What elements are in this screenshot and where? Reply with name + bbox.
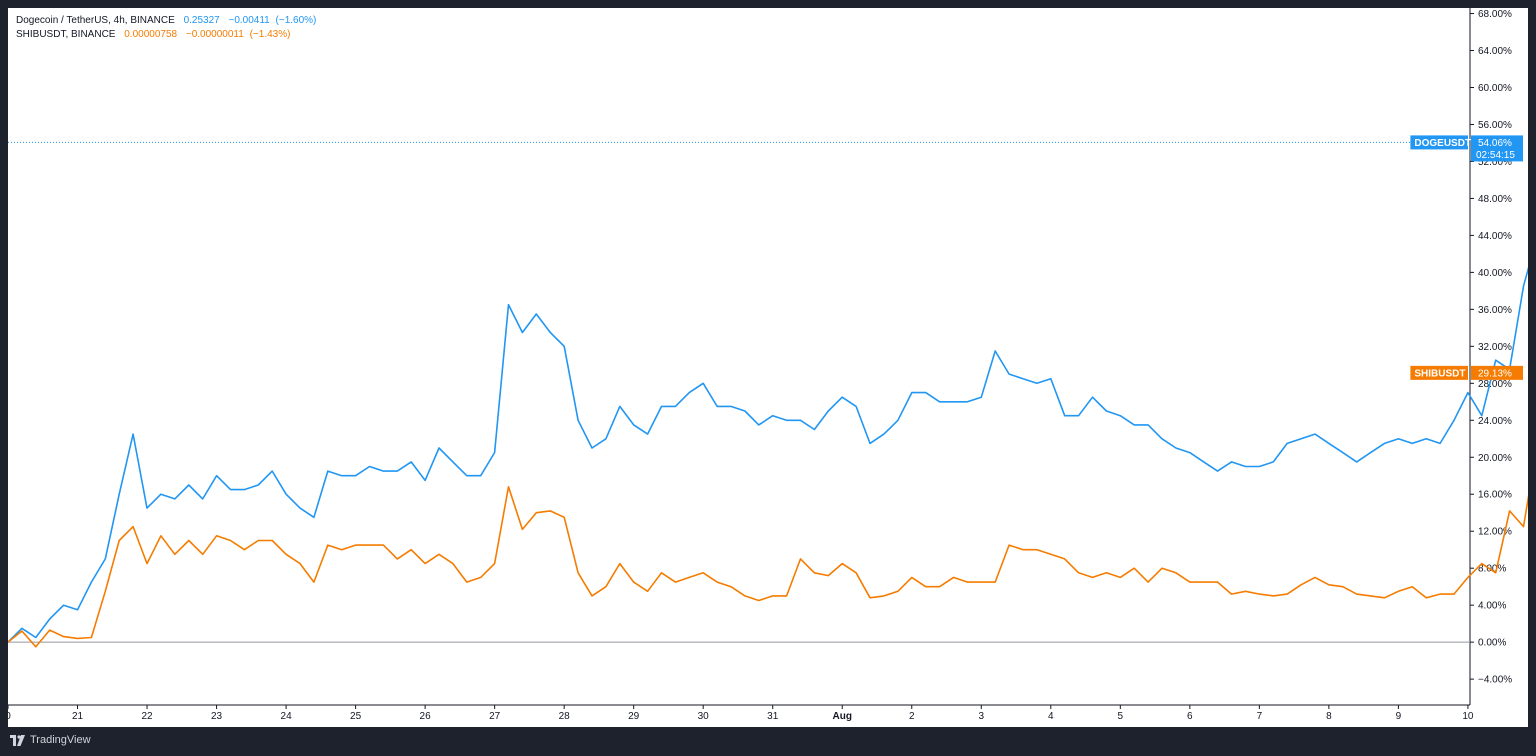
x-tick-label: 5 [1118,711,1124,722]
x-tick-label: 2 [909,711,915,722]
badge-shibusdt: SHIBUSDT 29.13% [1410,365,1523,380]
legend-shib[interactable]: SHIBUSDT, BINANCE 0.00000758 −0.00000011… [16,28,290,41]
badge-value-label: 29.13% [1478,368,1512,379]
y-tick-label: 40.00% [1478,268,1512,279]
badge-value-label: 54.06% [1478,138,1512,149]
price-scale[interactable]: −4.00% 0.00% 4.00% 8.00% 12.00% 16.00% 20.00% 2… [1469,8,1512,705]
y-tick-label: 32.00% [1478,342,1512,353]
x-tick-label: 24 [281,711,293,722]
badge-name-label: SHIBUSDT [1414,368,1465,379]
x-tick-label: 27 [489,711,501,722]
y-tick-label: 52.00% [1478,157,1512,168]
series-line-dogeusdt[interactable] [8,78,1528,643]
y-tick-label: 68.00% [1478,9,1512,20]
y-tick-label: 44.00% [1478,231,1512,242]
x-tick-label: 3 [978,711,984,722]
x-tick-label: 6 [1187,711,1193,722]
series-line-shibusdt[interactable] [8,272,1528,648]
time-scale[interactable]: 02122232425262728293031Aug2345678910 [8,704,1474,722]
badge-name-bg [1410,135,1468,150]
y-tick-label: 48.00% [1478,194,1512,205]
x-tick-label: 25 [350,711,362,722]
y-tick-label: 12.00% [1478,527,1512,538]
footer-bar: TradingView [0,727,1536,756]
y-tick-label: 8.00% [1478,564,1506,575]
legend-doge-change-pct: (−1.60%) [275,15,317,26]
badge-name-label: DOGEUSDT [1414,138,1471,149]
x-tick-label: 28 [559,711,571,722]
y-tick-label: 20.00% [1478,453,1512,464]
x-tick-label: 9 [1396,711,1402,722]
y-tick-label: −4.00% [1478,675,1512,686]
y-tick-label: 56.00% [1478,120,1512,131]
x-tick-label: 31 [767,711,779,722]
badge-name-bg [1410,365,1468,380]
x-tick-label: 30 [698,711,710,722]
x-tick-label: 23 [211,711,223,722]
badge-value-bg [1471,135,1523,162]
legend-doge-symbol: Dogecoin / TetherUS, 4h, BINANCE [16,15,175,26]
badge-dogeusdt: DOGEUSDT 54.06%02:54:15 [1410,135,1523,162]
x-tick-label: 29 [628,711,640,722]
chart-panel[interactable]: −4.00% 0.00% 4.00% 8.00% 12.00% 16.00% 20.00% 2… [8,8,1528,727]
badge-value-bg [1471,365,1523,380]
y-tick-label: 24.00% [1478,416,1512,427]
legend-doge-price: 0.25327 [183,15,220,26]
chart-plot[interactable]: −4.00% 0.00% 4.00% 8.00% 12.00% 16.00% 20.00% 2… [8,8,1528,727]
y-tick-label: 36.00% [1478,305,1512,316]
y-tick-label: 16.00% [1478,490,1512,501]
legend-shib-price: 0.00000758 [124,29,178,40]
y-tick-label: 28.00% [1478,379,1512,390]
x-tick-label: 21 [72,711,84,722]
x-tick-label: 22 [141,711,153,722]
tradingview-logo[interactable]: TradingView [10,734,91,746]
tradingview-logo-icon [10,734,25,746]
badge-countdown-label: 02:54:15 [1476,150,1515,161]
legend-shib-change: −0.00000011 [185,29,244,40]
tradingview-brand: TradingView [30,734,91,746]
y-tick-label: 4.00% [1478,601,1506,612]
x-tick-label: 8 [1326,711,1332,722]
x-tick-label: 26 [420,711,432,722]
legend-shib-change-pct: (−1.43%) [249,29,291,40]
y-tick-label: 64.00% [1478,46,1512,57]
y-tick-label: 60.00% [1478,83,1512,94]
x-tick-label: 4 [1048,711,1054,722]
x-tick-label: 10 [1462,711,1474,722]
y-tick-label: 0.00% [1478,638,1506,649]
legend-doge[interactable]: Dogecoin / TetherUS, 4h, BINANCE 0.25327… [16,14,316,27]
x-tick-label: Aug [833,711,852,722]
legend-doge-change: −0.00411 [228,15,270,26]
series-lines [8,78,1528,648]
legend-shib-symbol: SHIBUSDT, BINANCE [16,29,116,40]
x-tick-label: 7 [1257,711,1263,722]
x-tick-label: 0 [8,711,11,722]
last-value-badges: DOGEUSDT 54.06%02:54:15 SHIBUSDT 29.13% [1410,135,1523,380]
